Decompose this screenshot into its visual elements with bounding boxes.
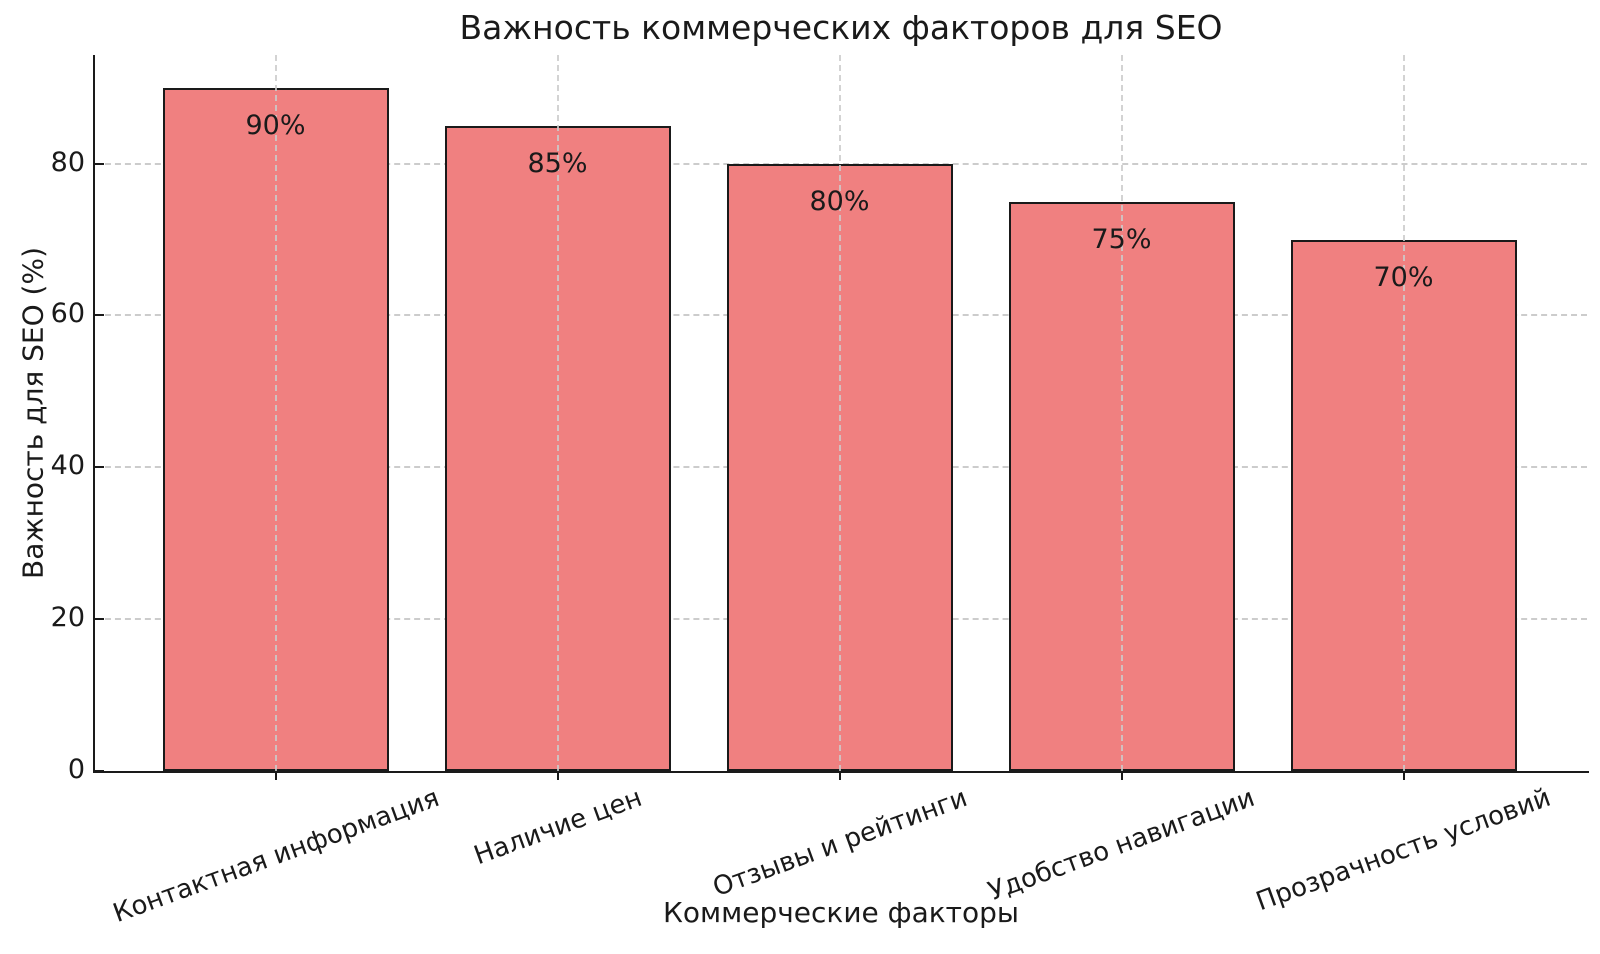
bar-value-label: 85% bbox=[527, 147, 588, 179]
vertical-gridline bbox=[556, 55, 559, 771]
chart-title: Важность коммерческих факторов для SEO bbox=[459, 8, 1223, 47]
x-axis-tick bbox=[1120, 773, 1123, 780]
x-axis-tick bbox=[556, 773, 559, 780]
y-tick-label: 40 bbox=[50, 450, 85, 482]
x-category-label: Отзывы и рейтинги bbox=[708, 782, 971, 903]
y-tick-label: 60 bbox=[50, 298, 85, 330]
x-axis-title: Коммерческие факторы bbox=[663, 896, 1019, 929]
y-tick-label: 0 bbox=[67, 754, 85, 785]
x-axis-tick bbox=[838, 773, 841, 780]
x-axis-tick bbox=[1402, 773, 1405, 780]
y-axis-tick bbox=[95, 770, 104, 772]
bar-value-label: 75% bbox=[1091, 223, 1152, 255]
y-tick-label: 20 bbox=[50, 602, 85, 634]
x-axis-tick bbox=[274, 773, 277, 780]
y-axis-title: Важность для SEO (%) bbox=[16, 247, 50, 579]
vertical-gridline bbox=[274, 55, 277, 771]
vertical-gridline bbox=[1120, 55, 1123, 771]
bar-value-label: 70% bbox=[1373, 261, 1434, 293]
y-axis-tick bbox=[95, 618, 104, 621]
y-axis-spine bbox=[93, 55, 95, 773]
y-tick-label: 80 bbox=[50, 146, 85, 178]
plot-area: 0 20 40 60 80 90% Контактная информация 85% Нали… bbox=[51, 55, 1587, 929]
vertical-gridline bbox=[1402, 55, 1405, 771]
x-category-label: Наличие цен bbox=[469, 782, 646, 872]
y-axis-tick bbox=[95, 314, 104, 317]
vertical-gridline bbox=[838, 55, 841, 771]
bar-value-label: 90% bbox=[245, 109, 306, 141]
x-axis-spine bbox=[93, 771, 1589, 773]
y-axis-tick bbox=[95, 162, 104, 165]
bar-value-label: 80% bbox=[809, 185, 870, 217]
x-category-label: Удобство навигации bbox=[984, 782, 1259, 908]
y-axis-tick bbox=[95, 466, 104, 469]
